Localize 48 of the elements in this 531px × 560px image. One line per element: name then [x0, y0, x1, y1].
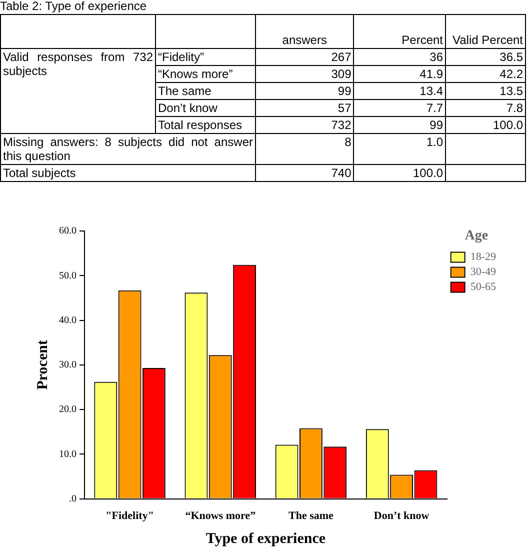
text: 7.8 — [446, 100, 526, 116]
text: Table 2: Type of experience — [0, 0, 147, 13]
text: 740 — [256, 164, 354, 182]
text: Don’t know — [156, 100, 256, 116]
y-tick-label: 20.0 — [59, 404, 76, 416]
text: Valid Percent — [446, 14, 526, 48]
text: Missing answers: 8 subjects did not answer this question — [0, 134, 256, 164]
text: 99 — [256, 82, 354, 100]
x-tick-label: "Fidelity" — [106, 510, 154, 522]
text: Percent — [354, 14, 446, 48]
text: 732 — [256, 116, 354, 134]
text: 267 — [256, 48, 354, 66]
text: 100.0 — [354, 164, 446, 182]
y-axis-title: Procent — [34, 340, 51, 390]
legend-label: 18-29 — [470, 251, 496, 264]
text: 309 — [256, 66, 354, 82]
y-tick-label: 30.0 — [59, 360, 76, 371]
text: 7.7 — [354, 100, 446, 116]
x-axis-title: Type of experience — [206, 530, 326, 547]
text: 57 — [256, 100, 354, 116]
text: Total subjects — [0, 164, 256, 182]
text: 36 — [354, 48, 446, 66]
text: 13.4 — [354, 82, 446, 100]
text: 1.0 — [354, 134, 446, 164]
text: 100.0 — [446, 116, 526, 134]
text: Total responses — [156, 116, 256, 134]
text: answers — [256, 14, 354, 48]
y-tick-label: 60.0 — [59, 226, 76, 237]
text: 42.2 — [446, 66, 526, 82]
x-tick-label: “Knows more” — [185, 510, 256, 522]
text: The same — [156, 82, 256, 100]
x-tick-label: Don’t know — [374, 510, 430, 522]
text: 99 — [354, 116, 446, 134]
text: 8 — [256, 134, 354, 164]
y-tick-label: 40.0 — [59, 314, 76, 326]
legend-label: 30-49 — [470, 266, 496, 278]
legend-title: Age — [464, 228, 488, 244]
legend-label: 50-65 — [470, 281, 496, 294]
text: “Fidelity” — [156, 48, 256, 66]
x-tick-label: The same — [288, 510, 334, 522]
text: 13.5 — [446, 82, 526, 100]
text: 36.5 — [446, 48, 526, 66]
text: Valid responses from 732 subjects — [0, 48, 156, 134]
y-tick-label: 10.0 — [59, 448, 76, 460]
text: 41.9 — [354, 66, 446, 82]
text: “Knows more” — [156, 66, 256, 82]
y-tick-label: .0 — [69, 493, 76, 504]
y-tick-label: 50.0 — [59, 270, 76, 282]
